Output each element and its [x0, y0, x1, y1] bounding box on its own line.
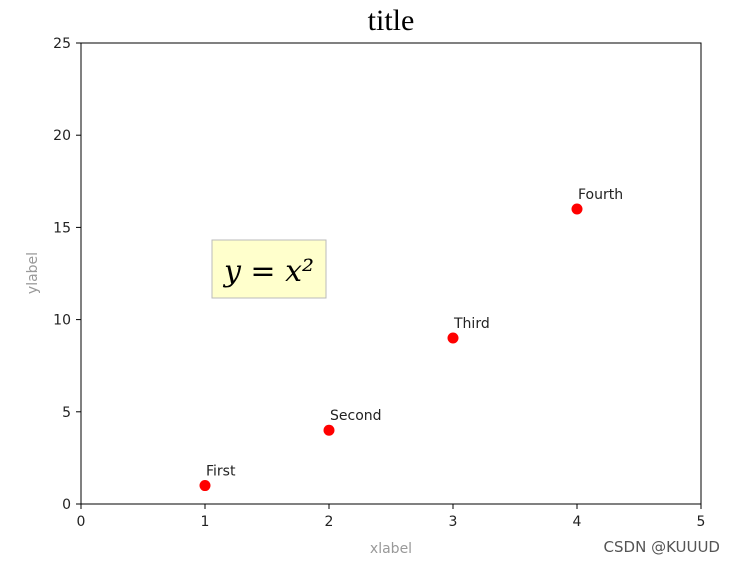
- chart-title: title: [368, 4, 415, 37]
- point: [199, 480, 211, 492]
- x-tick-label: 5: [697, 514, 706, 530]
- annotation-box: [211, 239, 327, 299]
- y-tick-label: 10: [53, 313, 71, 329]
- y-tick-label: 5: [62, 405, 71, 421]
- y-tick-label: 25: [53, 36, 71, 52]
- point: [447, 332, 459, 344]
- point-label: Fourth: [578, 187, 623, 203]
- annotation: y = x²: [222, 254, 314, 289]
- point: [571, 203, 583, 215]
- point-label: Second: [330, 408, 382, 424]
- x-axis-label: xlabel: [370, 541, 412, 557]
- point-label: Third: [453, 316, 490, 332]
- point: [323, 424, 335, 436]
- y-tick-label: 15: [53, 220, 71, 236]
- watermark: CSDN @KUUUD: [604, 538, 720, 556]
- x-tick-label: 4: [573, 514, 582, 530]
- x-tick-label: 3: [449, 514, 458, 530]
- point-label: First: [206, 464, 236, 480]
- y-tick-label: 0: [62, 497, 71, 513]
- x-tick-label: 2: [325, 514, 334, 530]
- plot-frame: [80, 42, 702, 505]
- y-tick-label: 20: [53, 128, 71, 144]
- x-tick-label: 0: [77, 514, 86, 530]
- x-tick-label: 1: [201, 514, 210, 530]
- y-axis-label: ylabel: [25, 252, 41, 294]
